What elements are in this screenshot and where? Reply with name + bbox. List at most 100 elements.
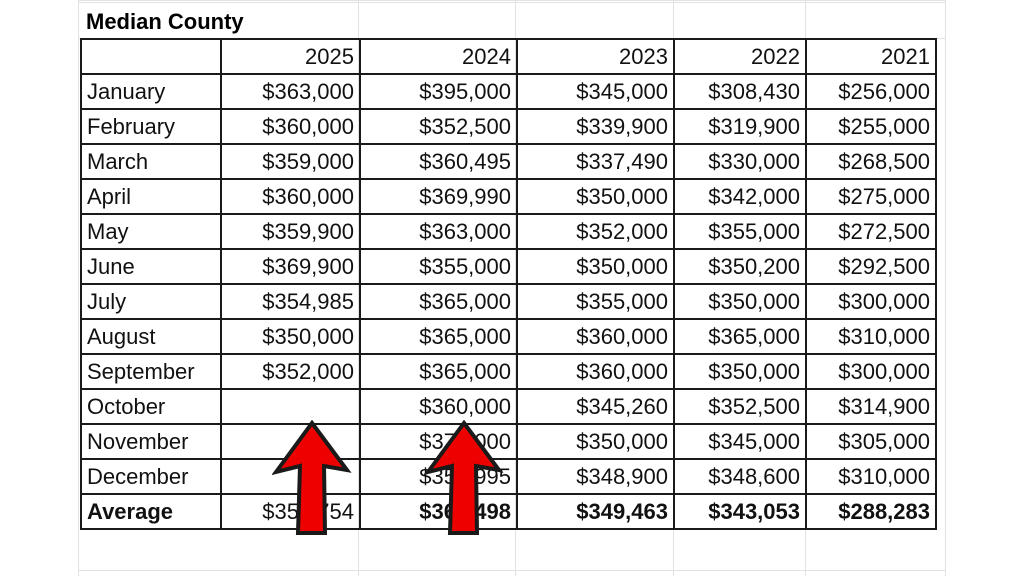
price-cell[interactable]: $363,000	[359, 213, 518, 250]
average-value-cell[interactable]: $288,283	[805, 493, 937, 530]
table-row: February $360,000 $352,500 $339,900 $319,900…	[80, 108, 937, 145]
sheet-title: Median County	[86, 9, 244, 34]
month-cell[interactable]: April	[80, 178, 222, 215]
price-cell[interactable]: $305,000	[805, 423, 937, 460]
price-cell[interactable]: $355,000	[673, 213, 807, 250]
month-cell[interactable]: August	[80, 318, 222, 355]
table-row: January $363,000 $395,000 $345,000 $308,430 $…	[80, 73, 937, 110]
price-cell[interactable]: $359,900	[220, 213, 361, 250]
price-cell[interactable]: $256,000	[805, 73, 937, 110]
price-cell[interactable]: $360,000	[516, 353, 675, 390]
average-row: Average$358,754$364,498$349,463$343,053$…	[80, 493, 937, 530]
grid-line	[78, 2, 946, 3]
price-cell[interactable]: $310,000	[805, 458, 937, 495]
table-row: October $360,000 $345,260 $352,500 $314,900	[80, 388, 937, 425]
price-cell[interactable]: $355,000	[516, 283, 675, 320]
month-cell[interactable]: November	[80, 423, 222, 460]
month-cell[interactable]: June	[80, 248, 222, 285]
year-header-cell[interactable]: 2021	[805, 38, 937, 75]
month-cell[interactable]: July	[80, 283, 222, 320]
price-cell[interactable]: $350,000	[516, 248, 675, 285]
month-cell[interactable]: February	[80, 108, 222, 145]
price-cell[interactable]: $355,000	[359, 248, 518, 285]
price-cell[interactable]: $365,000	[673, 318, 807, 355]
price-cell[interactable]: $345,000	[516, 73, 675, 110]
table-row: August $350,000 $365,000 $360,000 $365,000 $3…	[80, 318, 937, 355]
price-cell[interactable]: $369,900	[220, 248, 361, 285]
price-cell[interactable]: $348,900	[516, 458, 675, 495]
price-cell[interactable]: $342,000	[673, 178, 807, 215]
price-cell[interactable]: $352,000	[516, 213, 675, 250]
price-cell[interactable]: $268,500	[805, 143, 937, 180]
price-cell[interactable]: $365,000	[359, 318, 518, 355]
table-row: December$352,995$348,900$348,600$310,000	[80, 458, 937, 495]
table-row: September $352,000 $365,000 $360,000 $350,00…	[80, 353, 937, 390]
price-cell[interactable]: $352,000	[220, 353, 361, 390]
grid-line	[78, 570, 946, 571]
price-cell[interactable]: $339,900	[516, 108, 675, 145]
table-row: July $354,985 $365,000 $355,000 $350,000 $300…	[80, 283, 937, 320]
month-cell[interactable]: January	[80, 73, 222, 110]
price-cell[interactable]	[220, 388, 361, 425]
header-corner-cell[interactable]	[80, 38, 222, 75]
month-cell[interactable]: May	[80, 213, 222, 250]
average-value-cell[interactable]: $364,498	[359, 493, 518, 530]
month-cell[interactable]: October	[80, 388, 222, 425]
price-cell[interactable]: $369,990	[359, 178, 518, 215]
year-header-cell[interactable]: 2025	[220, 38, 361, 75]
price-cell[interactable]: $350,000	[516, 423, 675, 460]
year-header-cell[interactable]: 2022	[673, 38, 807, 75]
price-cell[interactable]: $345,000	[673, 423, 807, 460]
price-cell[interactable]: $360,000	[516, 318, 675, 355]
price-cell[interactable]: $350,000	[673, 283, 807, 320]
price-cell[interactable]: $292,500	[805, 248, 937, 285]
price-cell[interactable]: $272,500	[805, 213, 937, 250]
price-cell[interactable]: $350,000	[516, 178, 675, 215]
price-cell[interactable]: $350,000	[220, 318, 361, 355]
price-cell[interactable]: $352,500	[359, 108, 518, 145]
price-cell[interactable]: $330,000	[673, 143, 807, 180]
price-cell[interactable]: $348,600	[673, 458, 807, 495]
price-cell[interactable]: $360,495	[359, 143, 518, 180]
price-cell[interactable]: $337,490	[516, 143, 675, 180]
price-cell[interactable]: $350,000	[673, 353, 807, 390]
price-cell[interactable]: $363,000	[220, 73, 361, 110]
price-cell[interactable]: $300,000	[805, 283, 937, 320]
price-cell[interactable]: $359,000	[220, 143, 361, 180]
price-cell[interactable]: $365,000	[359, 353, 518, 390]
red-up-arrow-icon	[272, 420, 352, 535]
year-header-cell[interactable]: 2024	[359, 38, 518, 75]
average-value-cell[interactable]: $343,053	[673, 493, 807, 530]
price-cell[interactable]: $300,000	[805, 353, 937, 390]
average-label-cell[interactable]: Average	[80, 493, 222, 530]
price-cell[interactable]: $395,000	[359, 73, 518, 110]
price-cell[interactable]: $352,500	[673, 388, 807, 425]
average-value-cell[interactable]: $349,463	[516, 493, 675, 530]
price-cell[interactable]: $365,000	[359, 283, 518, 320]
price-cell[interactable]: $308,430	[673, 73, 807, 110]
month-cell[interactable]: March	[80, 143, 222, 180]
price-cell[interactable]: $354,985	[220, 283, 361, 320]
median-price-table: 2025 2024 2023 2022 2021 January $363,000 $395,…	[80, 38, 937, 530]
table-row: November$370,000$350,000$345,000$305,000	[80, 423, 937, 460]
grid-line	[945, 0, 946, 576]
table-row: June $369,900 $355,000 $350,000 $350,200 $292…	[80, 248, 937, 285]
grid-line	[78, 0, 79, 576]
price-cell[interactable]: $314,900	[805, 388, 937, 425]
price-cell[interactable]: $275,000	[805, 178, 937, 215]
table-row: March $359,000 $360,495 $337,490 $330,000 $26…	[80, 143, 937, 180]
table-row: May $359,900 $363,000 $352,000 $355,000 $272,…	[80, 213, 937, 250]
price-cell[interactable]: $319,900	[673, 108, 807, 145]
price-cell[interactable]: $360,000	[220, 108, 361, 145]
price-cell[interactable]: $360,000	[359, 388, 518, 425]
price-cell[interactable]: $255,000	[805, 108, 937, 145]
year-header-cell[interactable]: 2023	[516, 38, 675, 75]
header-row: 2025 2024 2023 2022 2021	[80, 38, 937, 75]
price-cell[interactable]: $350,200	[673, 248, 807, 285]
month-cell[interactable]: September	[80, 353, 222, 390]
red-up-arrow-icon	[424, 420, 504, 535]
month-cell[interactable]: December	[80, 458, 222, 495]
price-cell[interactable]: $345,260	[516, 388, 675, 425]
price-cell[interactable]: $310,000	[805, 318, 937, 355]
price-cell[interactable]: $360,000	[220, 178, 361, 215]
